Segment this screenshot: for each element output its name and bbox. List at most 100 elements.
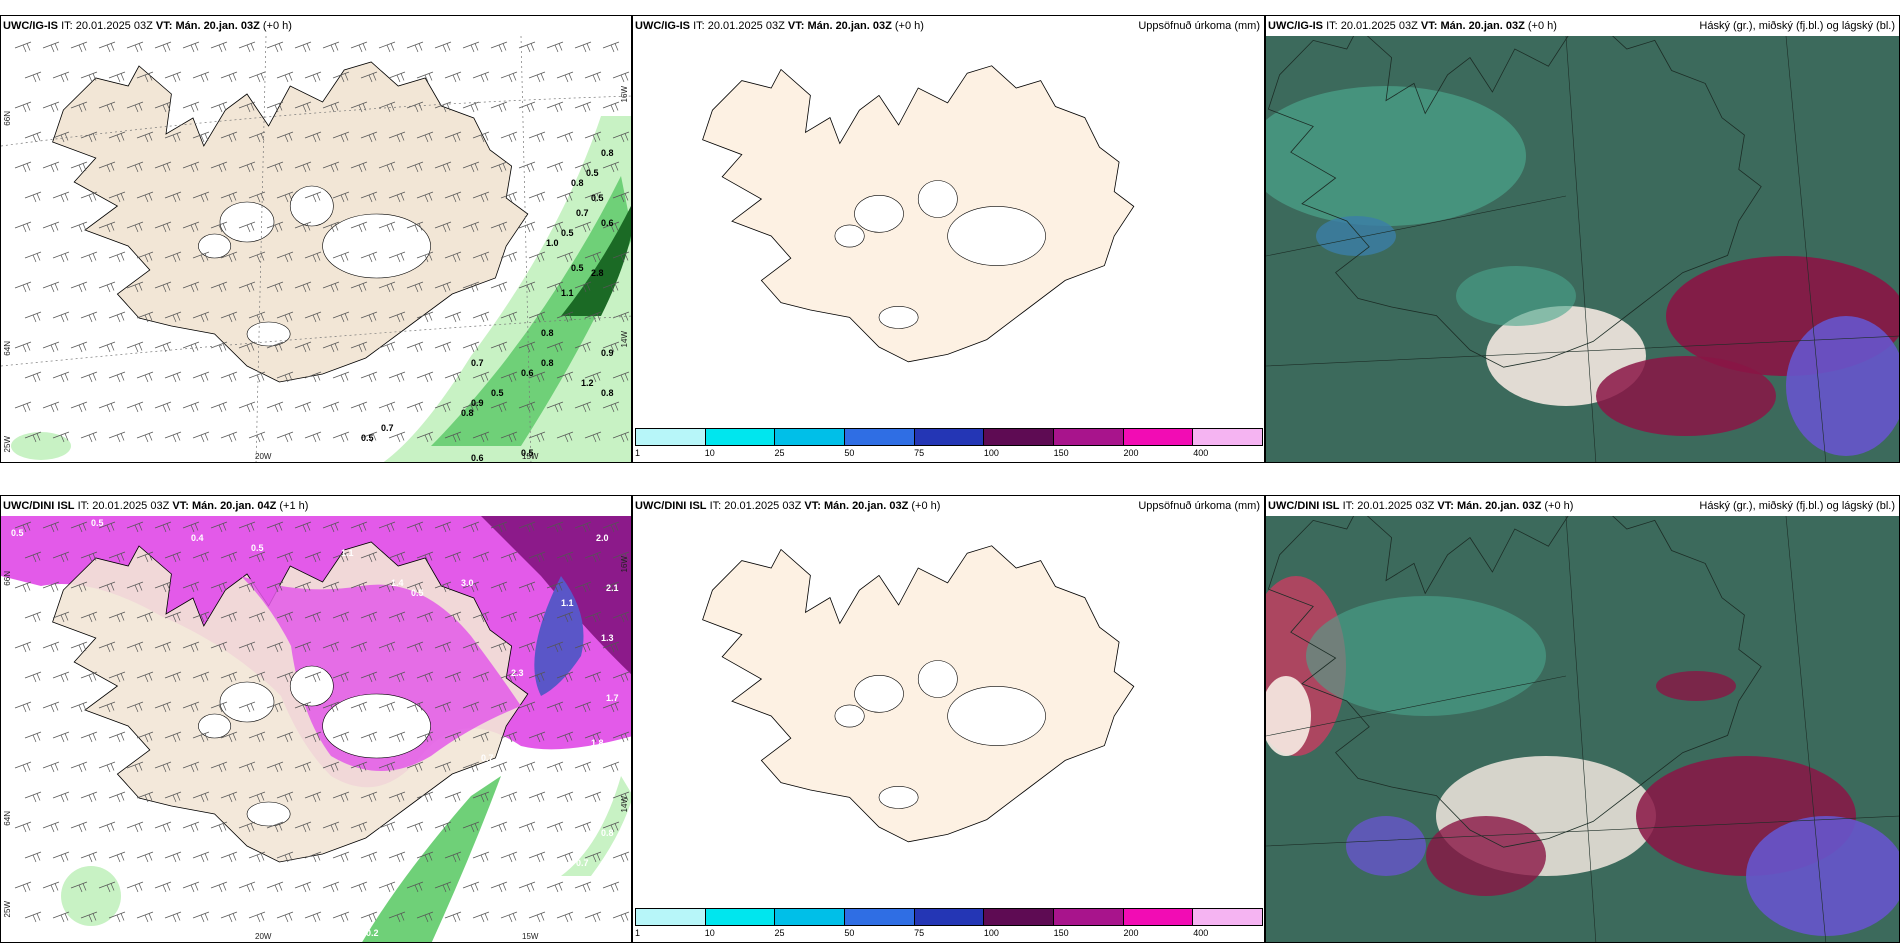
precip-value-label: 0.4 (191, 533, 204, 543)
glacier (322, 693, 431, 759)
panel-dini-wind: UWC/DINI ISL IT: 20.01.2025 03Z VT: Mán.… (0, 495, 632, 943)
cloud-layer (1266, 676, 1311, 756)
wind-barb (98, 701, 116, 713)
wind-barb (154, 701, 172, 713)
wind-barb (574, 41, 592, 53)
wind-barb (136, 371, 154, 383)
wind-barb (388, 551, 406, 563)
colorbar-swatch (984, 909, 1055, 925)
wind-barb (518, 221, 536, 233)
wind-barb (518, 581, 536, 593)
wind-barb (80, 911, 98, 923)
wind-barb (70, 821, 88, 833)
precip-colorbar: 1 10 25 50 75 100 150 200 400 (635, 428, 1263, 460)
wind-barbs (14, 41, 631, 443)
lat-label: 14W (620, 331, 629, 348)
precip-value-label: 0.5 (591, 193, 604, 203)
wind-barb (126, 521, 144, 533)
wind-barb (192, 791, 210, 803)
wind-barb (192, 911, 210, 923)
wind-barb (444, 311, 462, 323)
wind-barb (108, 551, 126, 563)
wind-barb (136, 191, 154, 203)
wind-barb (490, 641, 508, 653)
wind-barb (322, 761, 340, 773)
wind-barb (332, 311, 350, 323)
wind-barb (248, 911, 266, 923)
wind-barb (434, 821, 452, 833)
wind-barb (182, 101, 200, 113)
wind-barb (528, 431, 546, 443)
wind-barb (220, 911, 238, 923)
wind-barb (294, 101, 312, 113)
wind-barb (126, 101, 144, 113)
wind-barb (406, 221, 424, 233)
wind-barb (182, 821, 200, 833)
wind-barb (304, 851, 322, 863)
cloud-layer (1456, 266, 1576, 326)
wind-barb (154, 401, 172, 413)
wind-barb (24, 911, 42, 923)
wind-barb (322, 701, 340, 713)
wind-barb (24, 251, 42, 263)
wind-barb (164, 191, 182, 203)
glacier (198, 233, 232, 259)
cloud-map (1266, 36, 1899, 462)
wind-barb (70, 401, 88, 413)
precip-value-label: 1.7 (606, 693, 619, 703)
glacier (198, 713, 232, 739)
wind-barb (126, 761, 144, 773)
wind-barb (136, 71, 154, 83)
wind-barb (266, 281, 284, 293)
wind-barb (462, 221, 480, 233)
wind-barb (266, 821, 284, 833)
wind-barb (126, 581, 144, 593)
wind-barb (126, 41, 144, 53)
wind-barb (220, 731, 238, 743)
wind-barb (406, 341, 424, 353)
wind-barb (444, 791, 462, 803)
wind-barb (52, 731, 70, 743)
wind-barb (248, 71, 266, 83)
wind-barb (294, 221, 312, 233)
glacier (246, 321, 291, 347)
wind-barb (378, 161, 396, 173)
precip-value-label: 0.8 (541, 358, 554, 368)
precip-value-label: 0.5 (586, 168, 599, 178)
wind-barb (434, 101, 452, 113)
colorbar-swatch (705, 909, 776, 925)
wind-barb (210, 761, 228, 773)
wind-barb (220, 551, 238, 563)
cloud-layer (1266, 86, 1526, 226)
wind-barb (294, 401, 312, 413)
wind-barb (164, 791, 182, 803)
wind-barb (108, 191, 126, 203)
wind-barb (304, 431, 322, 443)
wind-barb (210, 881, 228, 893)
wind-barb (462, 641, 480, 653)
wind-barb (584, 911, 602, 923)
wind-barb (332, 191, 350, 203)
wind-barb (322, 341, 340, 353)
wind-barb (52, 851, 70, 863)
colorbar-label: 150 (1053, 928, 1069, 938)
wind-barb (500, 191, 518, 203)
wind-barb (472, 251, 490, 263)
wind-barb (416, 311, 434, 323)
wind-barb (434, 881, 452, 893)
wind-barb (98, 281, 116, 293)
colorbar-label: 75 (914, 928, 925, 938)
wind-barb (500, 791, 518, 803)
colorbar-swatch (1193, 909, 1263, 925)
colorbar-label: 150 (1053, 448, 1069, 458)
wind-barb (612, 791, 630, 803)
wind-barb (602, 221, 620, 233)
lat-label: 64N (3, 811, 12, 826)
lat-label: 14W (620, 796, 629, 813)
colorbar-label: 75 (914, 448, 925, 458)
precip-value-label: 2.8 (591, 268, 604, 278)
wind-barb (248, 551, 266, 563)
wind-barb (304, 551, 322, 563)
wind-barb (276, 551, 294, 563)
wind-barb (14, 41, 32, 53)
